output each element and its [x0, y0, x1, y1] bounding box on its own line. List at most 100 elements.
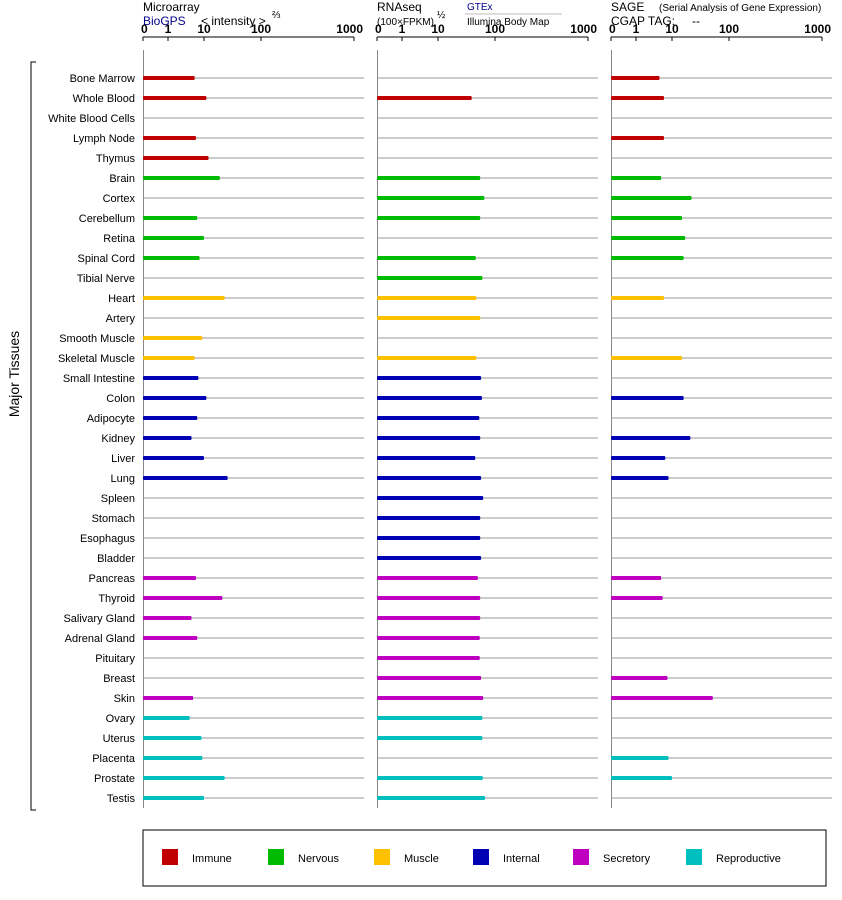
rnaseq-bar: [377, 176, 481, 180]
rnaseq-bar: [377, 496, 484, 500]
legend-label-immune: Immune: [192, 853, 232, 865]
sage-bar: [611, 676, 668, 680]
sage-bar: [611, 136, 665, 140]
sage-bar: [611, 216, 683, 220]
tissue-label: Prostate: [94, 773, 135, 785]
legend-swatch-secretory: [573, 849, 589, 865]
rnaseq-bar: [377, 636, 480, 640]
rnaseq-bar: [377, 696, 484, 700]
rnaseq-bar: [377, 256, 476, 260]
sage-bar: [611, 776, 672, 780]
biogps-link[interactable]: BioGPS: [143, 14, 186, 28]
microarray-bar: [143, 356, 195, 360]
sage-bar: [611, 256, 684, 260]
sage-bar: [611, 76, 660, 80]
rnaseq-bar: [377, 716, 483, 720]
microarray-bar: [143, 176, 220, 180]
sage-bar: [611, 456, 666, 460]
microarray-bar: [143, 416, 198, 420]
tissue-label: Uterus: [103, 733, 136, 745]
microarray-tick-label: 0: [141, 22, 148, 36]
sage-tick-label: 10: [665, 22, 679, 36]
microarray-bar: [143, 756, 203, 760]
tissue-label: Spleen: [101, 493, 135, 505]
rnaseq-bar: [377, 456, 476, 460]
rnaseq-bar: [377, 516, 481, 520]
rnaseq-bar: [377, 396, 482, 400]
tissue-label: Small Intestine: [63, 373, 135, 385]
tissue-label: Tibial Nerve: [77, 273, 135, 285]
rnaseq-bar: [377, 616, 481, 620]
microarray-bar: [143, 236, 204, 240]
tissue-label: Artery: [106, 313, 136, 325]
sage-subtitle: (Serial Analysis of Gene Expression): [659, 3, 821, 14]
tissue-label: Retina: [103, 233, 136, 245]
microarray-bar: [143, 456, 204, 460]
sage-header: SAGE (Serial Analysis of Gene Expression…: [611, 0, 821, 28]
microarray-bar: [143, 636, 198, 640]
sage-tick-label: 1: [633, 22, 640, 36]
rnaseq-bar: [377, 436, 481, 440]
sage-bar: [611, 356, 683, 360]
rnaseq-tick-label: 100: [485, 22, 505, 36]
tissue-label: Whole Blood: [73, 93, 135, 105]
sage-tick-label: 1000: [804, 22, 831, 36]
rnaseq-bar: [377, 736, 483, 740]
rnaseq-bar: [377, 416, 480, 420]
tissue-label: Skin: [114, 693, 135, 705]
microarray-bar: [143, 616, 192, 620]
tissue-label: Spinal Cord: [78, 253, 135, 265]
sage-tick-label: 0: [609, 22, 616, 36]
tissue-label: Lung: [111, 473, 135, 485]
microarray-bar: [143, 256, 200, 260]
microarray-bar: [143, 776, 225, 780]
rnaseq-bar: [377, 296, 477, 300]
rnaseq-bar: [377, 356, 477, 360]
rnaseq-bar: [377, 576, 478, 580]
microarray-bar: [143, 596, 223, 600]
cgap-tag-label: CGAP TAG:: [611, 14, 675, 28]
tissue-label: Adrenal Gland: [65, 633, 135, 645]
microarray-bar: [143, 76, 195, 80]
tissue-label: Bladder: [97, 553, 135, 565]
y-axis-title: Major Tissues: [6, 331, 22, 417]
tissue-label: Ovary: [106, 713, 136, 725]
microarray-bar: [143, 436, 192, 440]
sage-bar: [611, 96, 665, 100]
microarray-title: Microarray: [143, 0, 200, 14]
tissue-label: Skeletal Muscle: [58, 353, 135, 365]
tissue-label: Heart: [108, 293, 135, 305]
tissue-label: Thymus: [96, 153, 136, 165]
sage-bar: [611, 576, 662, 580]
gtex-link[interactable]: GTEx: [467, 2, 493, 13]
rnaseq-scale-label: (100×FPKM): [377, 17, 434, 28]
rnaseq-panel: 0 1 10 100 1000: [375, 22, 598, 808]
tissue-label: Breast: [103, 673, 135, 685]
microarray-bar: [143, 296, 225, 300]
microarray-panel: 0 1 10 100 1000: [141, 22, 364, 808]
microarray-bar: [143, 796, 204, 800]
sage-bar: [611, 176, 662, 180]
rnaseq-tick-label: 0: [375, 22, 382, 36]
legend-label-reproductive: Reproductive: [716, 853, 781, 865]
rnaseq-tick-label: 1: [399, 22, 406, 36]
tissue-label: Thyroid: [98, 593, 135, 605]
rnaseq-bar: [377, 316, 481, 320]
legend-swatch-reproductive: [686, 849, 702, 865]
sage-bar: [611, 236, 686, 240]
legend-label-muscle: Muscle: [404, 853, 439, 865]
legend-swatch-immune: [162, 849, 178, 865]
legend-label-secretory: Secretory: [603, 853, 651, 865]
microarray-bar: [143, 576, 197, 580]
tissue-label: Cortex: [103, 193, 136, 205]
microarray-bar: [143, 396, 207, 400]
sage-bar: [611, 696, 713, 700]
legend: Immune Nervous Muscle Internal Secretory Repr…: [162, 849, 781, 865]
major-tissues-bracket: [30, 61, 36, 811]
legend-swatch-internal: [473, 849, 489, 865]
microarray-bar: [143, 476, 228, 480]
rnaseq-bar: [377, 216, 481, 220]
microarray-bar: [143, 96, 207, 100]
tissue-label: Cerebellum: [79, 213, 135, 225]
